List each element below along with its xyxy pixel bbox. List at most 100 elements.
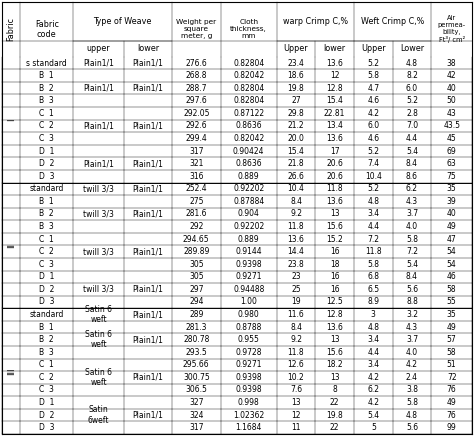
Text: 15.4: 15.4 (288, 146, 304, 156)
Text: 299.4: 299.4 (185, 134, 207, 143)
Text: 4.4: 4.4 (367, 222, 379, 231)
Text: Plain1/1: Plain1/1 (83, 121, 114, 130)
Text: Cloth
thickness,
mm: Cloth thickness, mm (230, 19, 267, 39)
Text: 305: 305 (189, 272, 204, 281)
Text: 18: 18 (330, 260, 339, 269)
Text: 13.4: 13.4 (326, 121, 343, 130)
Text: 22.81: 22.81 (324, 109, 346, 118)
Text: twill 3/3: twill 3/3 (83, 285, 114, 294)
Text: 288.7: 288.7 (185, 84, 207, 93)
Text: 0.9398: 0.9398 (236, 385, 262, 395)
Text: 23.4: 23.4 (288, 58, 304, 68)
Text: 3.7: 3.7 (406, 209, 418, 218)
Text: 5.6: 5.6 (406, 423, 418, 432)
Text: 13: 13 (291, 398, 301, 407)
Text: 13.6: 13.6 (326, 323, 343, 332)
Text: 55: 55 (447, 297, 456, 307)
Text: 0.904: 0.904 (238, 209, 260, 218)
Text: Weight per
square
meter, g: Weight per square meter, g (176, 19, 216, 39)
Text: 5.2: 5.2 (367, 184, 379, 193)
Text: 293.5: 293.5 (185, 348, 207, 357)
Text: 69: 69 (447, 146, 456, 156)
Text: C  2: C 2 (39, 373, 54, 382)
Text: D  1: D 1 (39, 146, 55, 156)
Text: Satin 6
weft: Satin 6 weft (85, 305, 112, 324)
Text: 0.92202: 0.92202 (233, 184, 264, 193)
Text: B  3: B 3 (39, 222, 54, 231)
Text: 25: 25 (291, 285, 301, 294)
Text: 19.8: 19.8 (288, 84, 304, 93)
Text: twill 3/3: twill 3/3 (83, 209, 114, 218)
Text: 18.2: 18.2 (327, 360, 343, 369)
Text: 275: 275 (189, 197, 203, 206)
Text: 11.8: 11.8 (288, 348, 304, 357)
Text: 5.2: 5.2 (367, 58, 379, 68)
Text: 5.2: 5.2 (367, 146, 379, 156)
Text: Plain1/1: Plain1/1 (133, 121, 164, 130)
Text: 6.5: 6.5 (367, 285, 379, 294)
Text: 0.8636: 0.8636 (236, 159, 262, 168)
Text: Upper: Upper (361, 44, 386, 53)
Text: 22: 22 (330, 398, 339, 407)
Text: 13.6: 13.6 (326, 197, 343, 206)
Text: 10.2: 10.2 (288, 373, 304, 382)
Text: 13: 13 (330, 335, 339, 344)
Text: 324: 324 (189, 411, 203, 419)
Text: D  2: D 2 (39, 285, 55, 294)
Text: B  1: B 1 (39, 323, 54, 332)
Text: 0.8636: 0.8636 (236, 121, 262, 130)
Text: 280.78: 280.78 (183, 335, 210, 344)
Text: 0.94488: 0.94488 (233, 285, 264, 294)
Text: 16: 16 (330, 247, 339, 256)
Text: B  1: B 1 (39, 197, 54, 206)
Text: 7.6: 7.6 (290, 385, 302, 395)
Text: upper: upper (87, 44, 110, 53)
Text: Plain1/1: Plain1/1 (133, 310, 164, 319)
Text: Plain1/1: Plain1/1 (133, 335, 164, 344)
Text: 7.0: 7.0 (406, 121, 418, 130)
Text: 0.9398: 0.9398 (236, 373, 262, 382)
Text: 4.8: 4.8 (367, 197, 379, 206)
Text: 99: 99 (447, 423, 456, 432)
Text: 6.0: 6.0 (367, 121, 379, 130)
Text: 0.9271: 0.9271 (236, 360, 262, 369)
Text: 3.8: 3.8 (406, 385, 418, 395)
Text: 4.0: 4.0 (406, 222, 418, 231)
Text: Fabric: Fabric (7, 17, 16, 41)
Text: 43.5: 43.5 (443, 121, 460, 130)
Text: 8: 8 (332, 385, 337, 395)
Text: 0.82804: 0.82804 (233, 58, 264, 68)
Text: 50: 50 (447, 96, 456, 105)
Text: Fabric
code: Fabric code (35, 20, 59, 39)
Text: B  3: B 3 (39, 96, 54, 105)
Text: Upper: Upper (284, 44, 308, 53)
Text: 11.6: 11.6 (288, 310, 304, 319)
Text: 0.955: 0.955 (238, 335, 260, 344)
Text: Plain1/1: Plain1/1 (83, 58, 114, 68)
Text: 2.8: 2.8 (406, 109, 418, 118)
Text: Plain1/1: Plain1/1 (133, 209, 164, 218)
Text: 281.6: 281.6 (185, 209, 207, 218)
Text: 6.8: 6.8 (367, 272, 379, 281)
Text: 8.4: 8.4 (290, 323, 302, 332)
Text: 0.82042: 0.82042 (233, 71, 264, 80)
Text: 5.8: 5.8 (406, 398, 418, 407)
Text: 316: 316 (189, 172, 203, 181)
Text: 8.4: 8.4 (406, 272, 418, 281)
Text: Air
permeа-
bility,
Ft³/ cm²: Air permeа- bility, Ft³/ cm² (438, 15, 466, 44)
Text: 11: 11 (291, 423, 301, 432)
Text: twill 3/3: twill 3/3 (83, 247, 114, 256)
Text: 0.82804: 0.82804 (233, 96, 264, 105)
Text: 252.4: 252.4 (185, 184, 207, 193)
Text: 3.4: 3.4 (367, 335, 379, 344)
Text: 19.8: 19.8 (326, 411, 343, 419)
Text: 0.82042: 0.82042 (233, 134, 264, 143)
Text: 18.6: 18.6 (288, 71, 304, 80)
Text: 63: 63 (447, 159, 456, 168)
Text: 76: 76 (447, 411, 456, 419)
Text: 19: 19 (291, 297, 301, 307)
Text: 300.75: 300.75 (183, 373, 210, 382)
Text: 292: 292 (189, 222, 203, 231)
Text: 39: 39 (447, 197, 456, 206)
Text: 15.2: 15.2 (326, 235, 343, 244)
